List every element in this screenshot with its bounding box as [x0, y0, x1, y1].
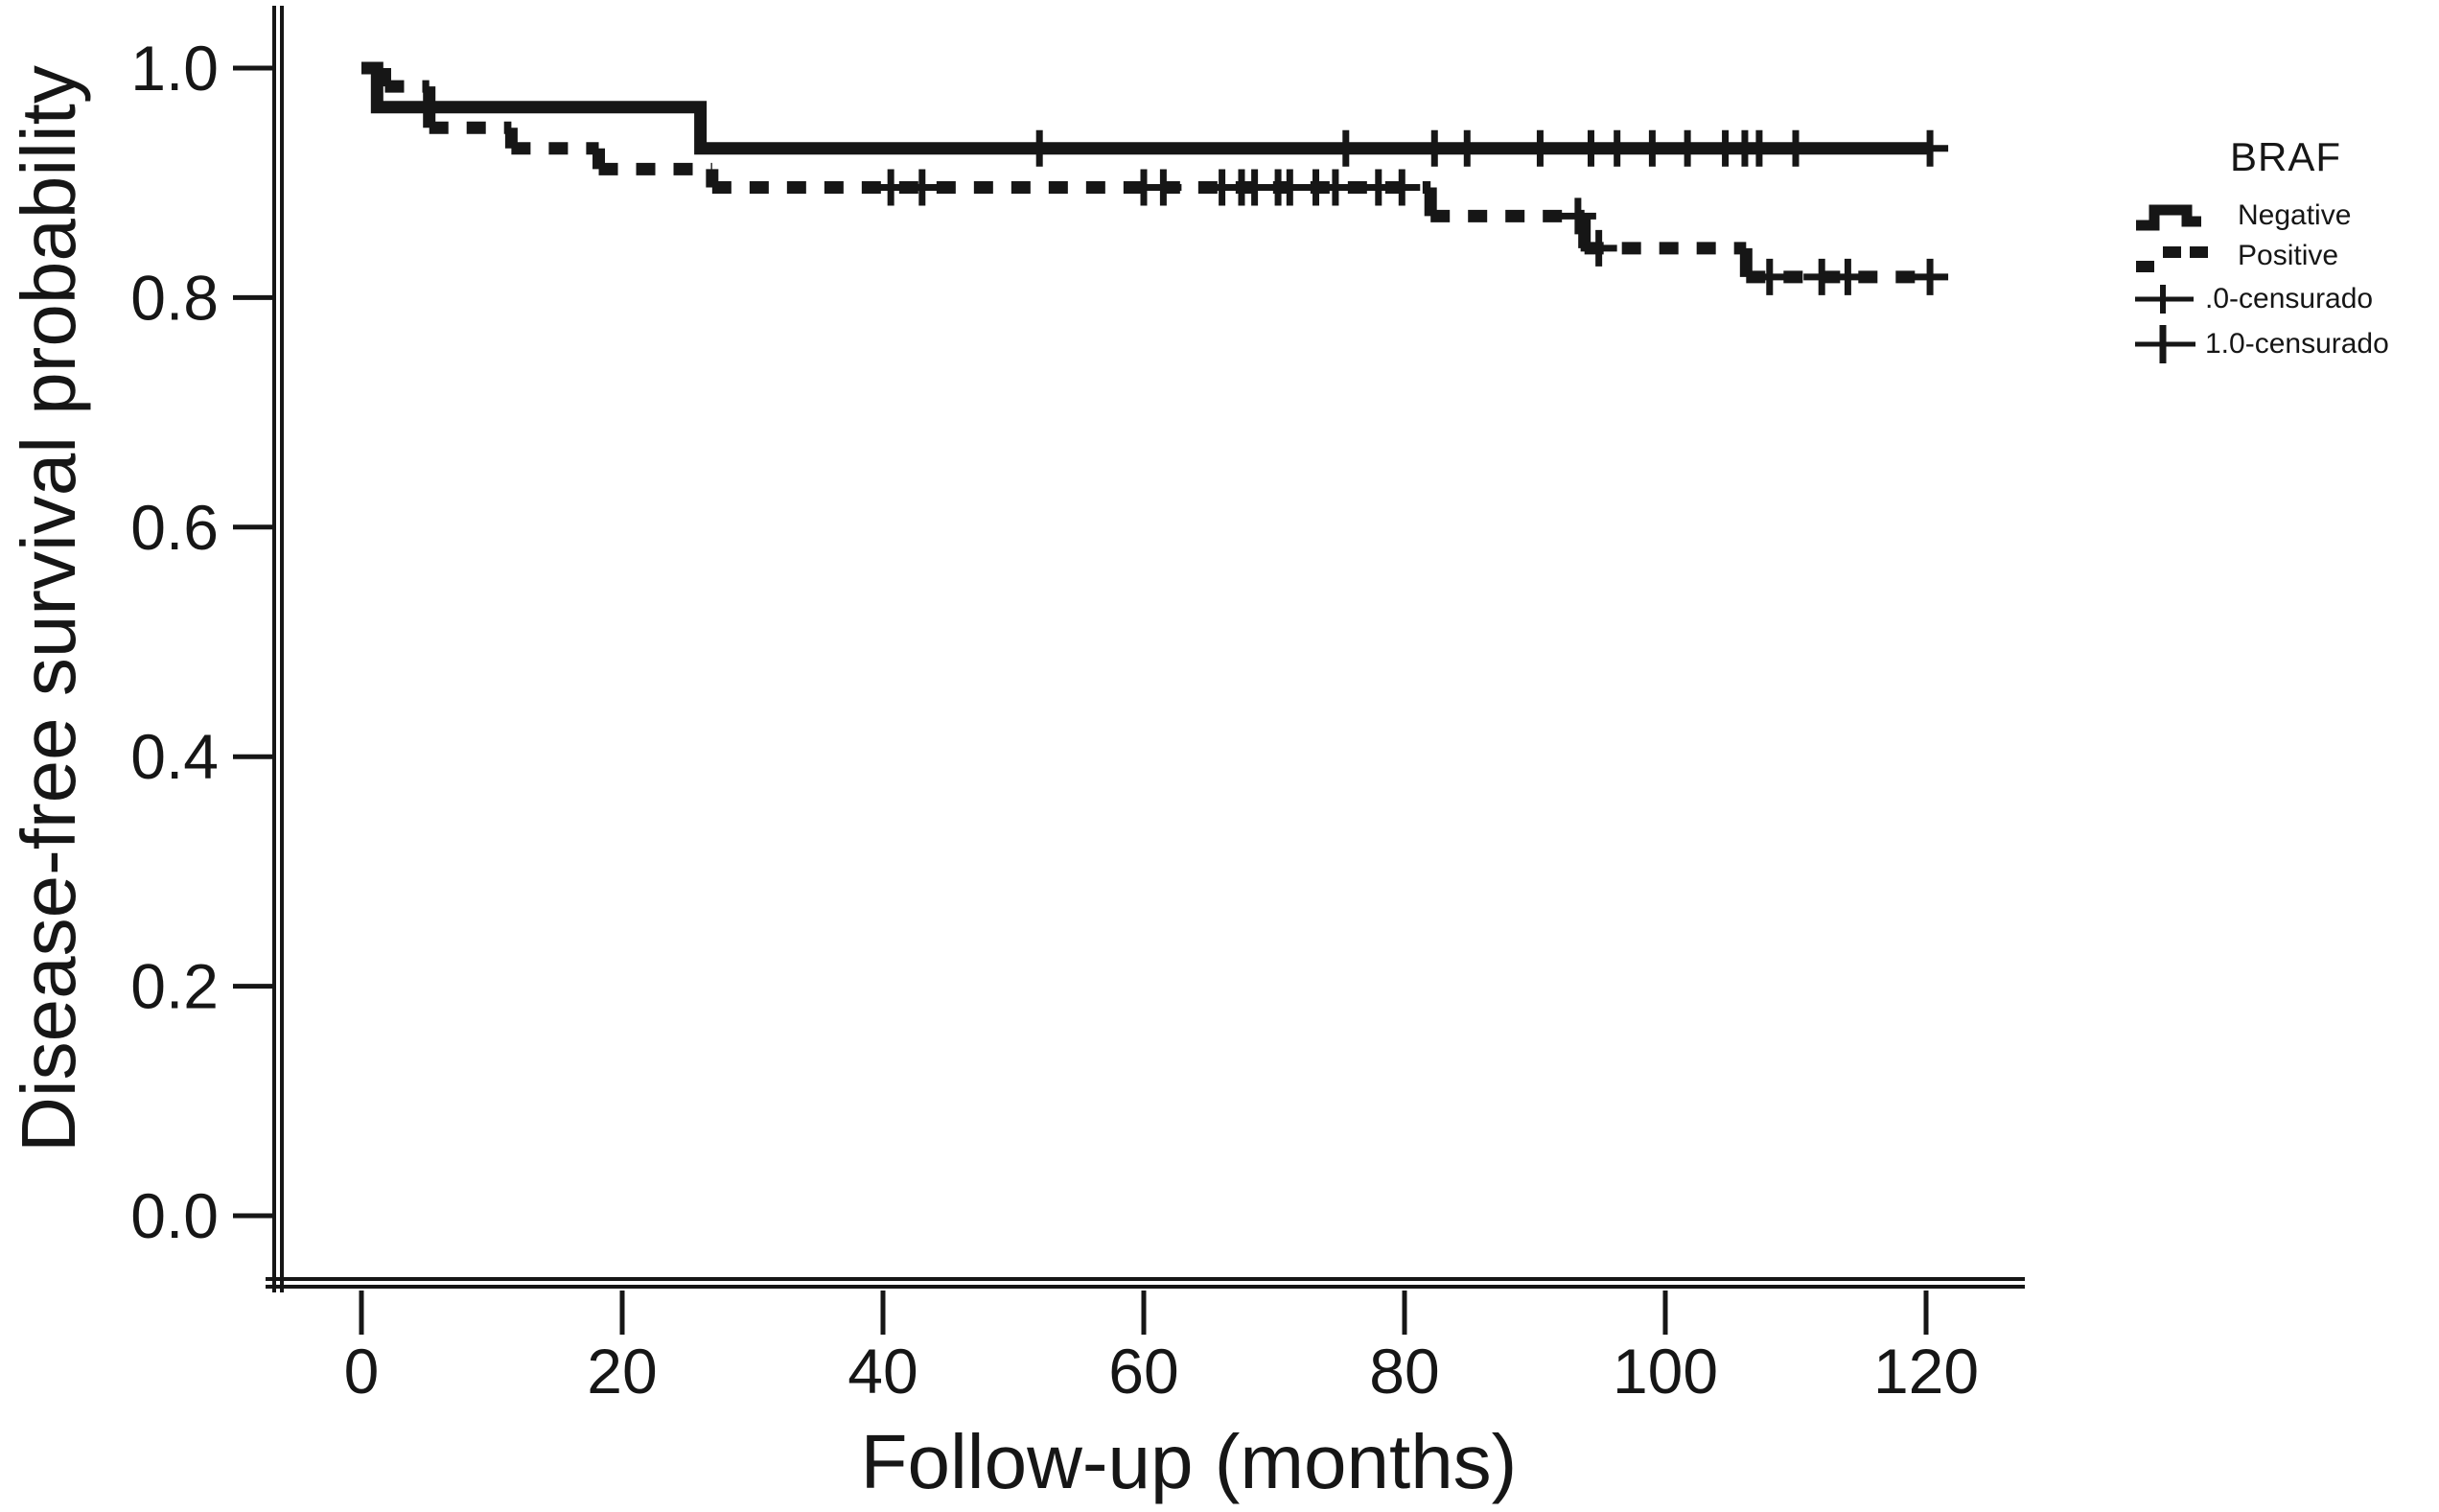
- x-tick-label: 120: [1873, 1336, 1979, 1407]
- series-layer: [361, 61, 1949, 295]
- solid-step-line-icon: [2136, 204, 2201, 231]
- legend-entry-positive: Positive: [2134, 236, 2437, 276]
- legend-label-negative: Negative: [2238, 199, 2352, 231]
- plus-on-line-icon: [2135, 324, 2195, 363]
- dashed-step-line-icon: [2136, 246, 2208, 272]
- x-tick-label: 80: [1369, 1336, 1439, 1407]
- x-tick-label: 0: [344, 1336, 380, 1407]
- series-negative-curve: [361, 61, 1933, 155]
- x-tick-label: 40: [848, 1336, 918, 1407]
- legend-title: BRAF: [2229, 134, 2341, 179]
- y-axis-title: Disease-free survival probability: [6, 65, 91, 1152]
- y-tick-label: 0.8: [130, 262, 219, 333]
- legend-label-censored-0: .0-censurado: [2205, 282, 2374, 314]
- legend-entry-negative: Negative: [2134, 196, 2437, 236]
- axes-layer: 1.0 0.8 0.6 0.4 0.2 0.0 0 20 40 60 80 100 120: [130, 6, 2025, 1407]
- x-axis-title: Follow-up (months): [861, 1419, 1518, 1504]
- legend-rows: Negative Positive .0-censurado: [2134, 196, 2437, 366]
- plus-on-line-icon: [2135, 284, 2194, 314]
- y-tick-label: 1.0: [130, 33, 219, 104]
- y-tick-label: 0.4: [130, 721, 219, 792]
- legend-entry-censored-0: .0-censurado: [2134, 276, 2437, 321]
- y-tick-label: 0.6: [130, 492, 219, 563]
- legend-label-positive: Positive: [2238, 240, 2339, 271]
- y-tick-label: 0.2: [130, 951, 219, 1022]
- x-tick-label: 100: [1613, 1336, 1718, 1407]
- legend-entry-censored-1: 1.0-censurado: [2134, 321, 2437, 366]
- legend-label-censored-1: 1.0-censurado: [2205, 327, 2389, 360]
- legend: BRAF Negative Positive: [2134, 134, 2437, 366]
- x-tick-label: 60: [1108, 1336, 1178, 1407]
- y-tick-label: 0.0: [130, 1180, 219, 1251]
- x-tick-label: 20: [587, 1336, 657, 1407]
